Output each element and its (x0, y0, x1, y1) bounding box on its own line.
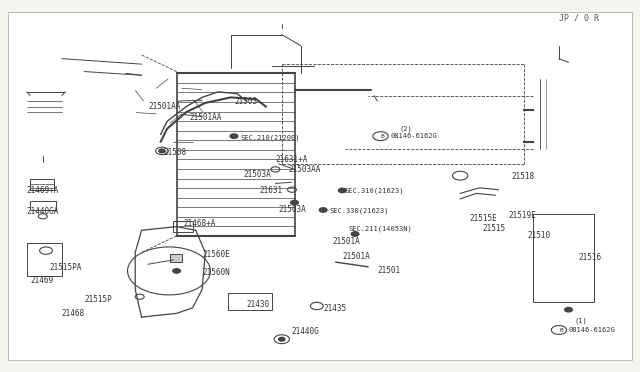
Text: 21516: 21516 (578, 253, 601, 263)
Text: 21501AA: 21501AA (189, 113, 221, 122)
Text: 21501: 21501 (378, 266, 401, 275)
Text: 21510: 21510 (527, 231, 550, 240)
Text: 21503AA: 21503AA (288, 165, 321, 174)
Text: 21440G: 21440G (291, 327, 319, 336)
Bar (534, 214, 594, 302)
Text: 21503: 21503 (234, 97, 257, 106)
Bar (27, 243, 62, 276)
Circle shape (319, 208, 327, 212)
Text: 21503A: 21503A (278, 205, 307, 215)
Circle shape (339, 188, 346, 193)
Text: 21501A: 21501A (333, 237, 360, 246)
Text: 21560N: 21560N (202, 268, 230, 277)
Text: 21631+A: 21631+A (275, 154, 308, 164)
Text: 21518: 21518 (511, 172, 534, 181)
Text: 21519E: 21519E (508, 211, 536, 220)
Text: (2): (2) (399, 125, 412, 132)
Text: SEC.330(21623): SEC.330(21623) (330, 208, 389, 214)
Bar (30, 201, 56, 210)
Text: B: B (559, 328, 563, 333)
Text: 21468+A: 21468+A (183, 219, 216, 228)
Circle shape (230, 134, 238, 138)
Text: 21631: 21631 (259, 186, 283, 195)
Text: SEC.211(14053N): SEC.211(14053N) (349, 226, 412, 232)
Text: 21515P: 21515P (84, 295, 112, 304)
Text: (1): (1) (575, 318, 588, 324)
Text: 21469+A: 21469+A (27, 186, 60, 195)
Bar (170, 254, 182, 262)
Text: 08146-6162G: 08146-6162G (568, 327, 615, 333)
Text: 21468: 21468 (62, 309, 85, 318)
Text: 21503A: 21503A (244, 170, 271, 179)
Bar (30, 179, 54, 190)
Text: SEC.210(21200): SEC.210(21200) (241, 134, 300, 141)
Text: 08146-6162G: 08146-6162G (390, 133, 437, 139)
Text: 21501AA: 21501AA (148, 102, 180, 111)
Circle shape (278, 337, 285, 341)
Text: 21430: 21430 (246, 300, 270, 310)
Text: 21560E: 21560E (202, 250, 230, 259)
Text: 21469: 21469 (30, 276, 53, 285)
Text: 21508: 21508 (164, 148, 187, 157)
Bar (173, 221, 193, 232)
Circle shape (351, 232, 359, 236)
Text: 21515PA: 21515PA (49, 263, 81, 272)
Text: 21515: 21515 (483, 224, 506, 233)
Text: 21501A: 21501A (342, 251, 370, 261)
Text: B: B (381, 134, 385, 140)
Text: 21515E: 21515E (470, 214, 497, 222)
Bar (228, 293, 272, 310)
Circle shape (159, 149, 165, 153)
Text: 21440GA: 21440GA (27, 207, 60, 217)
Text: SEC.310(21623): SEC.310(21623) (344, 187, 404, 194)
Circle shape (564, 308, 572, 312)
Circle shape (173, 269, 180, 273)
Text: JP / 0 R: JP / 0 R (559, 13, 599, 22)
Text: 21435: 21435 (323, 304, 346, 313)
Circle shape (291, 201, 298, 205)
